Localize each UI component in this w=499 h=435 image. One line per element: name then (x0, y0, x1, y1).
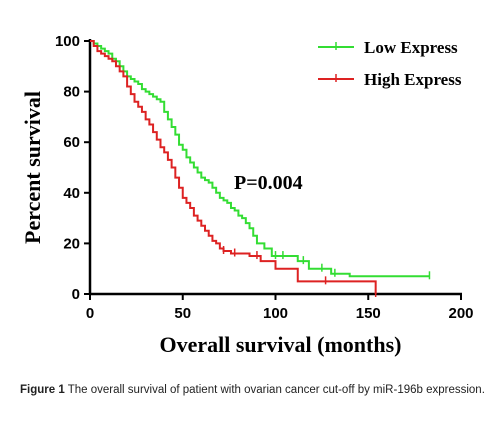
caption-label: Figure 1 (20, 384, 65, 396)
y-tick-label: 20 (63, 235, 80, 252)
x-tick-label: 50 (174, 305, 191, 322)
caption-text: The overall survival of patient with ova… (64, 384, 485, 396)
x-tick-label: 200 (448, 305, 473, 322)
series-high-express (90, 40, 377, 297)
legend-label: High Express (364, 70, 462, 89)
y-axis-title: Percent survival (20, 91, 45, 244)
survival-line (90, 40, 377, 294)
legend: Low Express High Express (318, 38, 462, 89)
x-tick-label: 100 (263, 305, 288, 322)
survival-chart: 0 20 40 60 80 100 0 50 100 150 200 Percent surviva… (20, 33, 474, 357)
y-tick-label: 40 (63, 185, 80, 202)
x-tick-label: 150 (356, 305, 381, 322)
y-tick-label: 0 (72, 286, 80, 303)
legend-item: High Express (318, 70, 462, 89)
legend-item: Low Express (318, 38, 458, 57)
y-tick-label: 100 (55, 33, 80, 50)
legend-label: Low Express (364, 38, 458, 57)
ticks: 0 20 40 60 80 100 0 50 100 150 200 (55, 33, 474, 322)
x-axis-title: Overall survival (months) (160, 332, 402, 357)
series-layer (90, 40, 431, 297)
y-tick-label: 80 (63, 84, 80, 101)
figure-caption: Figure 1 The overall survival of patient… (20, 383, 488, 398)
x-tick-label: 0 (86, 305, 94, 322)
p-value-annotation: P=0.004 (234, 172, 303, 194)
y-tick-label: 60 (63, 134, 80, 151)
